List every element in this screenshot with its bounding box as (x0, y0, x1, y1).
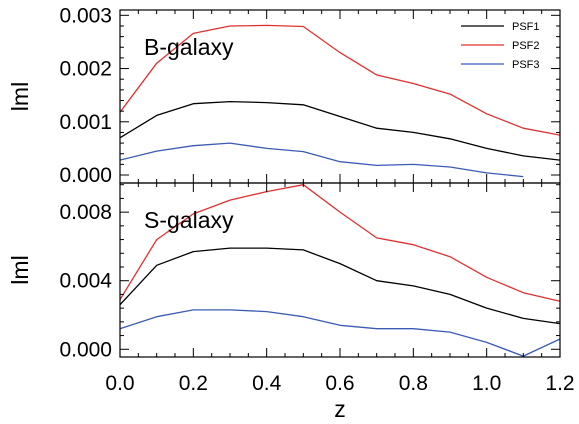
series-line-psf3 (120, 309, 560, 357)
panel-label: S-galaxy (144, 207, 234, 233)
y-tick-label: 0.004 (59, 270, 112, 293)
y-tick-label: 0.008 (59, 201, 112, 224)
x-tick-label: 0.0 (105, 372, 134, 395)
legend-label-psf3: PSF3 (512, 59, 540, 71)
y-axis-title: lml (7, 255, 33, 284)
series-line-psf1 (120, 100, 560, 161)
y-tick-label: 0.000 (59, 164, 112, 187)
y-axis-title: lml (7, 82, 33, 111)
panel-b-galaxy: 0.0000.0010.0020.003lmlB-galaxyPSF1PSF2P… (7, 4, 561, 187)
x-tick-label: 0.4 (252, 372, 282, 395)
series-line-psf2 (120, 24, 560, 136)
series-line-psf1 (120, 247, 560, 325)
x-tick-label: 0.2 (179, 372, 208, 395)
x-axis-title: z (334, 396, 346, 422)
y-tick-label: 0.003 (59, 4, 112, 27)
x-tick-label: 1.0 (472, 372, 501, 395)
y-tick-label: 0.002 (59, 58, 112, 81)
legend-label-psf2: PSF2 (512, 40, 540, 52)
y-tick-label: 0.000 (59, 338, 112, 361)
legend-label-psf1: PSF1 (512, 21, 540, 33)
panel-label: B-galaxy (144, 34, 234, 60)
panel-s-galaxy: 0.0 0.2 0.4 0.6 0.8 1.0 1.2 0.000 0.004 0.008 lml z… (7, 182, 575, 422)
legend: PSF1 PSF2 PSF3 (461, 21, 540, 71)
series-line-psf2 (120, 184, 560, 302)
x-tick-label: 0.8 (399, 372, 428, 395)
series-line-psf3 (120, 142, 524, 178)
x-tick-label: 0.6 (325, 372, 354, 395)
x-tick-label: 1.2 (545, 372, 574, 395)
y-tick-label: 0.001 (59, 111, 112, 134)
